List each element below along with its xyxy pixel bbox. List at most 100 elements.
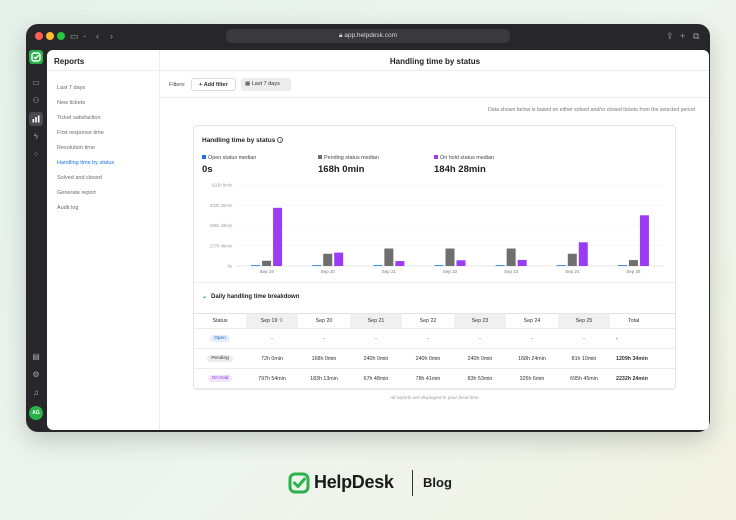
bar-pending: [384, 248, 394, 266]
legend-swatch: [318, 155, 322, 159]
browser-window: ▭ ⌄ ‹ › 🔒︎ app.helpdesk.com ⇪ + ⧉ ▭ ⚇ ϟ …: [26, 24, 710, 432]
sidebar-item-solved-and-closed[interactable]: Solved and closed: [57, 175, 102, 181]
filters-label: Filters:: [169, 82, 186, 88]
integrations-icon[interactable]: ⁘: [32, 150, 40, 159]
status-badge: On hold: [207, 375, 233, 382]
column-header-total[interactable]: Total: [610, 313, 675, 329]
icon-rail: ▭ ⚇ ϟ ⁘ ▤ ⚙ ♫ AG: [26, 48, 46, 432]
status-cell: On hold: [194, 368, 246, 389]
divider: [47, 70, 160, 71]
column-header-status: Status: [194, 313, 246, 329]
divider: [194, 282, 675, 283]
url-text: app.helpdesk.com: [344, 32, 398, 39]
page-title: Handling time by status: [389, 57, 481, 66]
date-range-button[interactable]: ▦ Last 7 days: [241, 78, 291, 91]
close-window-button[interactable]: [35, 32, 43, 40]
contacts-icon[interactable]: ⚇: [32, 96, 40, 105]
table-cell: 168h 0min: [298, 348, 350, 369]
table-cell: 695h 45min: [558, 368, 610, 389]
tickets-icon[interactable]: ▭: [32, 78, 40, 87]
sidebar-item-ticket-satisfaction[interactable]: Ticket satisfaction: [57, 115, 101, 121]
bar-on-hold: [273, 207, 283, 266]
reports-sidebar: Reports Last 7 days New tickets Ticket s…: [47, 50, 160, 430]
bar-pending: [262, 260, 272, 266]
calendar-icon: ▦: [245, 81, 251, 87]
sidebar-item-generate-report[interactable]: Generate report: [57, 190, 96, 196]
reports-icon[interactable]: [29, 112, 43, 126]
sidebar-item-resolution-time[interactable]: Resolution time: [57, 145, 95, 151]
bar-open: [617, 265, 627, 266]
bar-open: [556, 265, 566, 266]
metric-on-hold-value: 184h 28min: [434, 164, 486, 175]
sidebar-item-last-7-days[interactable]: Last 7 days: [57, 85, 86, 91]
sidebar-toggle-icon[interactable]: ▭: [70, 31, 79, 41]
card-title-text: Handling time by status: [202, 137, 276, 144]
table-header-row: Status Sep 19 ⇅ Sep 20 Sep 21 Sep 22 Sep…: [194, 313, 675, 329]
column-header-sep-21[interactable]: Sep 21: [350, 313, 402, 329]
notifications-icon[interactable]: ♫: [33, 388, 39, 397]
y-tick-label: 833h 20min: [210, 203, 233, 208]
share-icon[interactable]: ⇪: [666, 31, 674, 41]
chevron-down-icon[interactable]: ⌄: [82, 33, 88, 39]
column-header-sep-20[interactable]: Sep 20: [298, 313, 350, 329]
sidebar-item-audit-log[interactable]: Audit log: [57, 205, 79, 211]
chevron-down-icon: ⌄: [202, 294, 208, 300]
title-bar: ▭ ⌄ ‹ › 🔒︎ app.helpdesk.com ⇪ + ⧉: [26, 24, 710, 48]
table-cell: 240h 0min: [350, 348, 402, 369]
table-cell: -: [558, 328, 610, 349]
x-tick-label: Sep 25: [626, 269, 641, 274]
back-icon[interactable]: ‹: [96, 31, 99, 41]
daily-breakdown-toggle[interactable]: ⌄ Daily handling time breakdown: [202, 293, 299, 300]
y-tick-label: 277h 46min: [210, 243, 233, 248]
avatar[interactable]: AG: [29, 406, 43, 420]
metric-on-hold-label: On hold status median: [434, 155, 494, 161]
settings-icon[interactable]: ⚙: [32, 370, 40, 379]
x-tick-label: Sep 23: [504, 269, 519, 274]
sidebar-item-handling-time-by-status[interactable]: Handling time by status: [57, 160, 115, 166]
table-cell: 83h 53min: [454, 368, 506, 389]
address-bar[interactable]: 🔒︎ app.helpdesk.com: [226, 29, 510, 43]
calendar-icon[interactable]: ▤: [32, 352, 40, 361]
helpdesk-logo-icon[interactable]: [29, 50, 43, 64]
column-header-sep-25[interactable]: Sep 25: [558, 313, 610, 329]
table-cell: -: [402, 328, 454, 349]
sort-icon[interactable]: ⇅: [278, 318, 284, 324]
column-header-sep-24[interactable]: Sep 24: [506, 313, 558, 329]
info-icon[interactable]: i: [277, 137, 284, 143]
bar-on-hold: [517, 259, 527, 266]
lock-icon: 🔒︎: [338, 32, 343, 39]
bar-open: [373, 265, 383, 266]
new-tab-icon[interactable]: +: [680, 31, 686, 41]
timezone-footnote: All reports are displayed in your local …: [389, 396, 481, 401]
table-row: Open - - - - - - - -: [194, 328, 675, 349]
column-header-sep-23[interactable]: Sep 23: [454, 313, 506, 329]
tabs-overview-icon[interactable]: ⧉: [693, 31, 700, 41]
legend-swatch: [434, 155, 438, 159]
legend-swatch: [202, 155, 206, 159]
table-cell: 72h 0min: [246, 348, 298, 369]
column-header-sep-22[interactable]: Sep 22: [402, 313, 454, 329]
table-cell: 325h 6min: [506, 368, 558, 389]
automation-icon[interactable]: ϟ: [33, 132, 39, 141]
helpdesk-logo-icon: [288, 472, 310, 494]
daily-breakdown-title: Daily handling time breakdown: [211, 294, 300, 300]
bar-open: [312, 265, 322, 266]
sidebar-item-new-tickets[interactable]: New tickets: [57, 100, 86, 106]
table-cell: 240h 0min: [402, 348, 454, 369]
table-cell: 183h 13min: [298, 368, 350, 389]
status-badge: Pending: [207, 355, 233, 362]
metric-on-hold-label-text: On hold status median: [440, 155, 494, 161]
bar-on-hold: [456, 260, 466, 266]
sidebar-item-first-response-time[interactable]: First response time: [57, 130, 104, 136]
table-cell: -: [298, 328, 350, 349]
metric-pending-label-text: Pending status median: [324, 155, 379, 161]
table-cell: -: [350, 328, 402, 349]
forward-icon[interactable]: ›: [110, 31, 113, 41]
metric-pending-value: 168h 0min: [318, 164, 365, 175]
maximize-window-button[interactable]: [57, 32, 65, 40]
divider: [412, 470, 413, 496]
column-header-sep-19[interactable]: Sep 19 ⇅: [246, 313, 298, 329]
add-filter-button[interactable]: + Add filter: [191, 78, 236, 91]
metric-open-label: Open status median: [202, 155, 256, 161]
minimize-window-button[interactable]: [46, 32, 54, 40]
